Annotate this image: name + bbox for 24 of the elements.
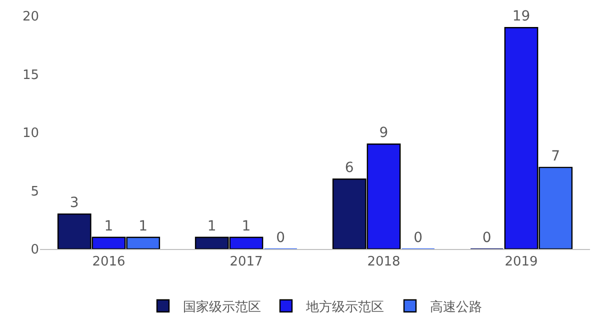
y-tick-label: 20 (22, 10, 39, 25)
x-tick-label: 2017 (230, 254, 263, 270)
x-tick-label: 2016 (92, 254, 126, 270)
data-label: 1 (242, 218, 251, 234)
y-tick-label: 10 (22, 126, 39, 142)
legend-label: 地方级示范区 (305, 298, 384, 315)
y-tick-label: 15 (22, 68, 39, 83)
data-label: 7 (551, 148, 560, 164)
data-label: 19 (512, 8, 530, 25)
y-tick-label: 5 (30, 184, 39, 200)
x-tick-label: 2019 (504, 254, 538, 270)
data-label: 1 (138, 218, 148, 234)
data-label: 6 (344, 160, 354, 176)
data-label: 0 (276, 230, 286, 246)
data-label: 3 (70, 195, 79, 212)
x-tick-label: 2018 (367, 254, 400, 270)
legend-label: 高速公路 (430, 298, 482, 315)
data-label: 1 (104, 218, 114, 234)
data-label: 0 (414, 230, 423, 246)
y-tick-label: 0 (30, 242, 39, 258)
data-label: 0 (482, 230, 492, 246)
data-label: 9 (379, 125, 388, 142)
data-label: 1 (207, 218, 216, 234)
legend-label: 国家级示范区 (183, 298, 261, 315)
